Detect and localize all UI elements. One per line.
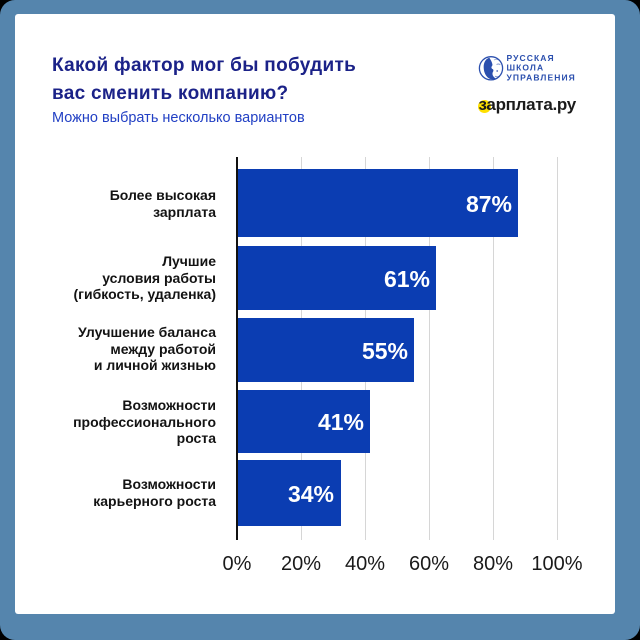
svg-text:УПРАВЛЕНИЯ: УПРАВЛЕНИЯ xyxy=(507,73,576,83)
svg-text:ШКОЛА: ШКОЛА xyxy=(507,62,545,72)
svg-text:РУССКАЯ: РУССКАЯ xyxy=(507,53,555,63)
